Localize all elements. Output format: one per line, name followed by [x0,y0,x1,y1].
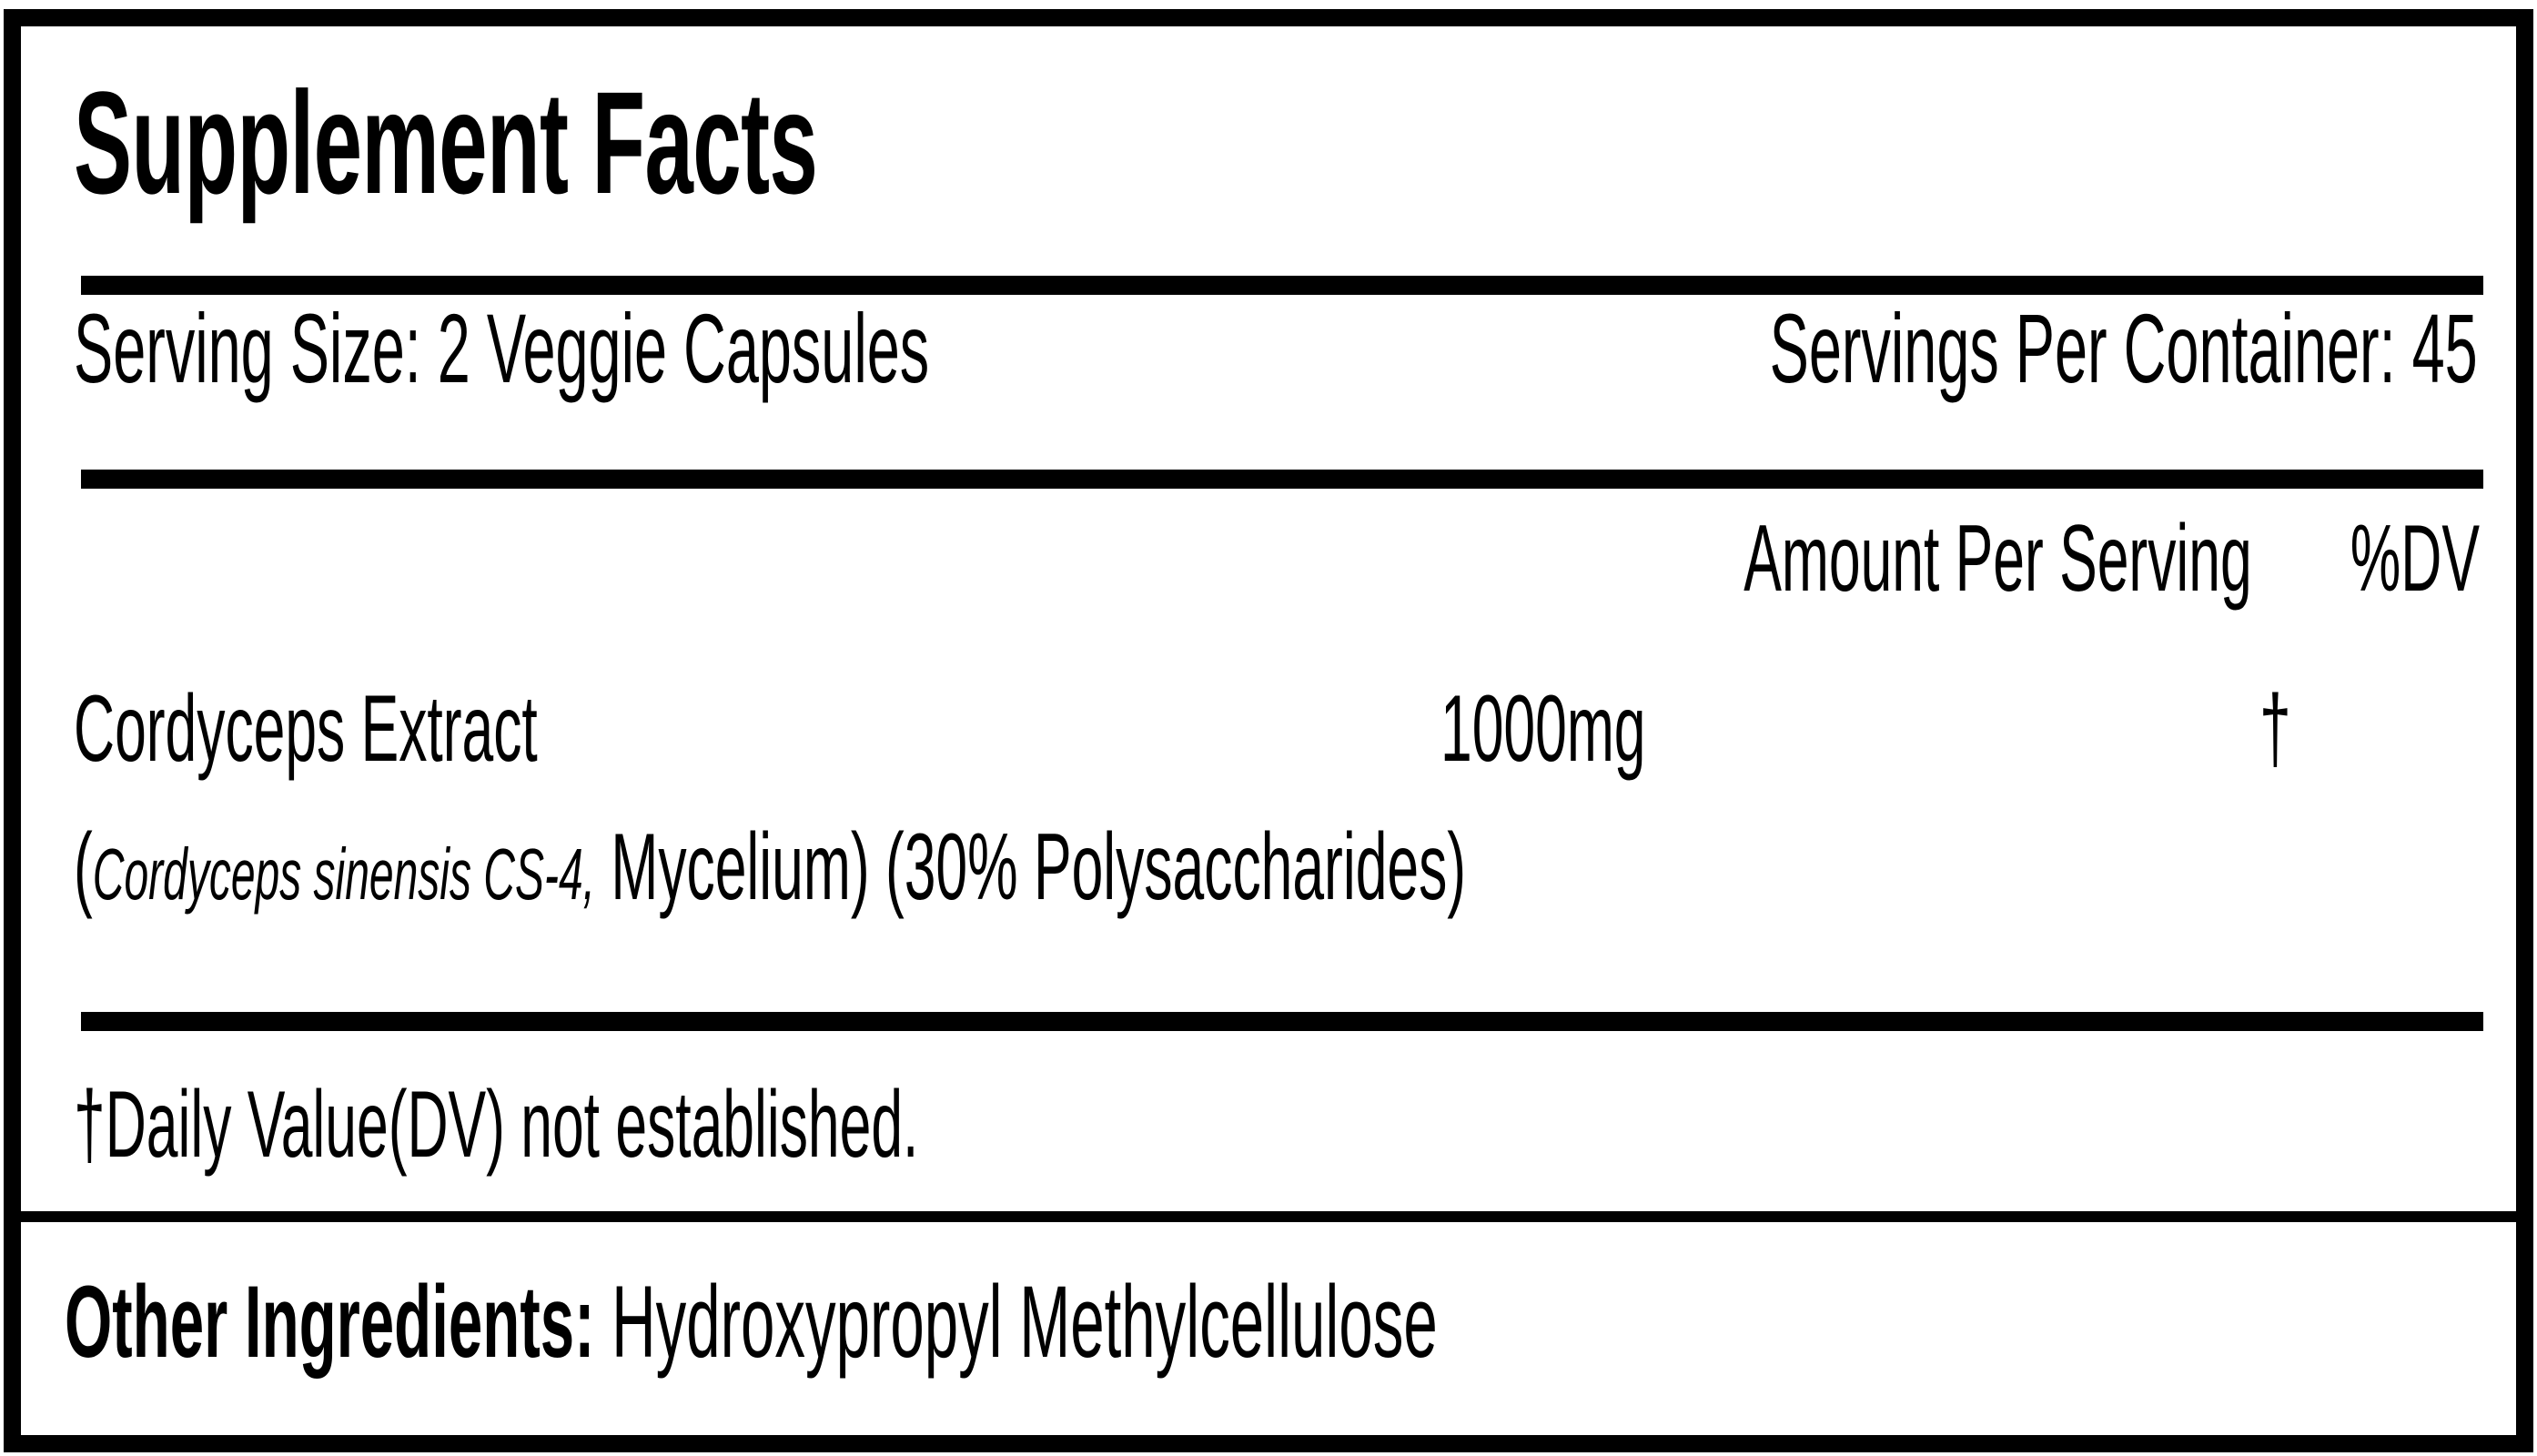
divider-rule-headers [81,470,2483,489]
servings-per-container-text: Servings Per Container: 45 [1769,293,2478,403]
other-ingredients-value: Hydroxypropyl Methylcellulose [594,1265,1438,1379]
divider-rule-top [81,276,2483,295]
ingredient-scientific-name: Cordyceps sinensis CS-4, [92,834,596,915]
ingredient-subtext: (Cordyceps sinensis CS-4, Mycelium) (30%… [74,820,1466,915]
ingredient-amount: 1000mg [1440,676,1646,782]
other-ingredients-line: Other Ingredients: Hydroxypropyl Methylc… [65,1271,1438,1373]
daily-value-footnote: †Daily Value(DV) not established. [74,1072,919,1178]
serving-size-text: Serving Size: 2 Veggie Capsules [74,293,930,403]
panel-inner: Supplement Facts Serving Size: 2 Veggie … [21,26,2516,1435]
ingredient-subtext-rest: Mycelium) (30% Polysaccharides) [595,814,1467,920]
panel-border: Supplement Facts Serving Size: 2 Veggie … [4,9,2533,1452]
column-header-percent-dv: %DV [2350,506,2480,612]
other-ingredients-label: Other Ingredients: [65,1265,595,1379]
divider-rule-footnote [81,1012,2483,1031]
column-header-amount-per-serving: Amount Per Serving [1744,506,2252,612]
divider-rule-other-ingredients [21,1211,2516,1222]
page-title: Supplement Facts [74,61,818,224]
ingredient-subtext-open-paren: ( [74,814,93,920]
ingredient-name: Cordyceps Extract [74,676,538,782]
ingredient-dv-dagger: † [2259,676,2291,782]
